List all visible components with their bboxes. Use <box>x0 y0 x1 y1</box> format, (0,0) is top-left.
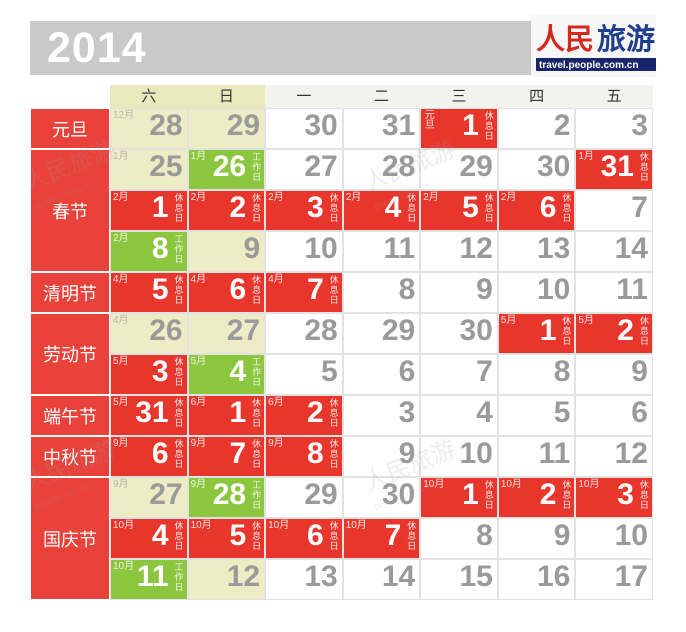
svg-text:travel.people.com.cn: travel.people.com.cn <box>539 60 638 71</box>
svg-text:人民: 人民 <box>536 23 594 56</box>
svg-text:旅游: 旅游 <box>597 23 655 56</box>
